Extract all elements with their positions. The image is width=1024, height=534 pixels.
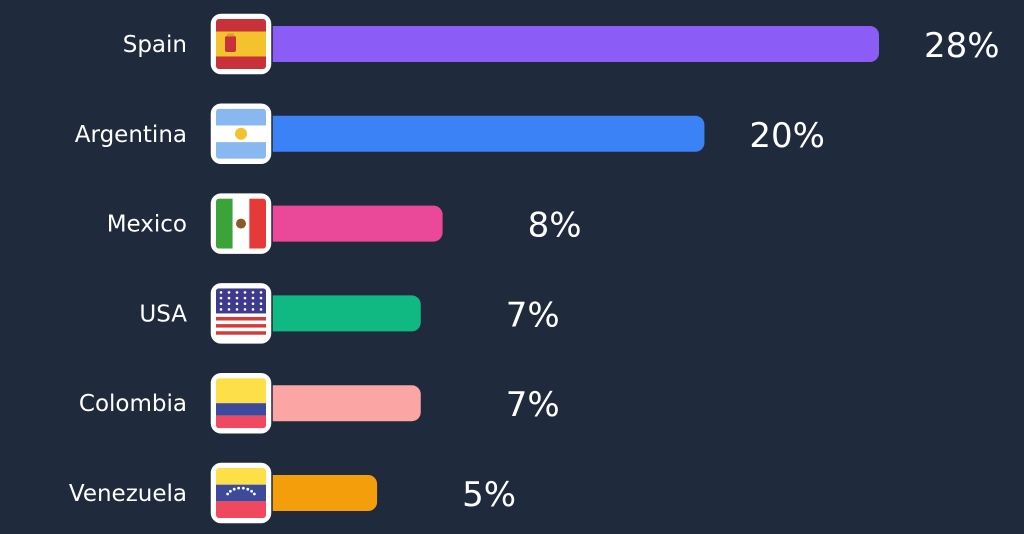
- category-label: Spain: [123, 32, 187, 58]
- chart-row: Venezuela 5%: [69, 461, 516, 525]
- value-label: 7%: [506, 295, 560, 335]
- value-label: 8%: [528, 206, 582, 246]
- chart-row: USA 7%: [139, 281, 560, 346]
- category-label: Mexico: [107, 212, 187, 238]
- bar-mexico: [260, 205, 443, 242]
- bar-usa: [260, 295, 421, 332]
- usa-flag-icon: [209, 281, 273, 346]
- category-label: Argentina: [75, 122, 187, 148]
- bar-spain: [260, 26, 879, 62]
- argentina-flag-icon: [209, 102, 273, 166]
- category-label: Colombia: [79, 391, 187, 417]
- venezuela-flag-icon: [209, 461, 273, 525]
- category-label: USA: [139, 301, 187, 327]
- chart-row: Argentina 20%: [75, 102, 825, 166]
- chart-row: Mexico 8%: [107, 191, 582, 256]
- mexico-flag-icon: [209, 191, 273, 256]
- category-label: Venezuela: [69, 481, 187, 507]
- value-label: 28%: [924, 26, 1000, 66]
- chart-row: Spain 28%: [123, 12, 1000, 76]
- bar-venezuela: [260, 475, 378, 511]
- value-label: 20%: [749, 116, 825, 156]
- spain-flag-icon: [209, 12, 273, 76]
- bar-colombia: [260, 385, 421, 422]
- value-label: 5%: [462, 475, 516, 515]
- value-label: 7%: [506, 385, 560, 425]
- colombia-flag-icon: [209, 371, 273, 435]
- chart-row: Colombia 7%: [79, 371, 560, 435]
- bar-argentina: [260, 115, 705, 152]
